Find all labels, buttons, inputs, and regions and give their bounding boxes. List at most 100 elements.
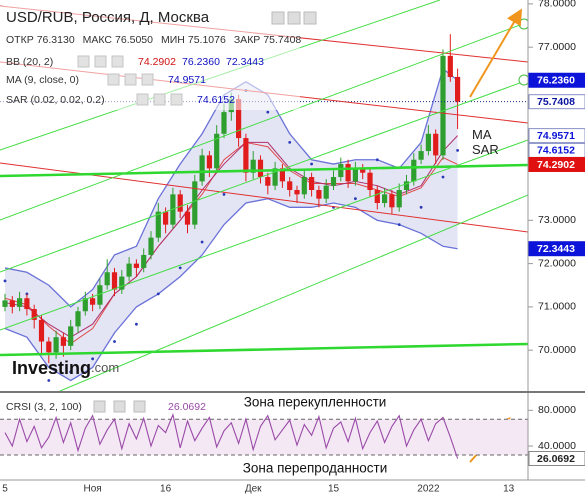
candle-body <box>345 164 351 182</box>
trend-line <box>0 21 528 221</box>
candle-body <box>309 177 315 191</box>
candle-body <box>389 194 395 208</box>
y-tick-label: 71.0000 <box>538 301 576 313</box>
x-tick-label: 2022 <box>417 484 440 495</box>
ohlc-row: ОТКР 76.3130 МАКС 76.5050 МИН 75.1076 ЗАКР 75.7… <box>6 34 301 46</box>
candle-body <box>250 159 256 173</box>
annotation: SAR <box>472 142 499 157</box>
candle-body <box>294 190 300 195</box>
settings-icon <box>303 11 317 25</box>
candle-body <box>17 298 23 307</box>
candle-body <box>221 112 227 134</box>
sar-dot <box>91 357 94 361</box>
sar-dot <box>135 322 138 326</box>
annotation: MA <box>472 127 492 142</box>
candle-body <box>53 337 59 353</box>
sar-dot <box>456 149 459 152</box>
candle-body <box>133 263 139 268</box>
candle-body <box>301 177 307 195</box>
indicator-value: 74.2902 <box>138 56 176 68</box>
indicator-value: 76.2360 <box>182 56 220 68</box>
price-marker-label: 72.3443 <box>537 243 575 255</box>
candle-body <box>68 326 74 346</box>
band-fill <box>5 68 458 381</box>
candle-body <box>382 194 388 204</box>
watermark: Investing.com <box>12 358 119 378</box>
ohlc-label: ЗАКР <box>234 34 260 46</box>
y-tick-label: 73.0000 <box>538 214 576 226</box>
sar-dot <box>200 240 204 244</box>
settings-icon <box>136 93 149 106</box>
sar-dot <box>47 379 51 382</box>
candle-body <box>265 177 271 186</box>
sar-dot <box>3 279 7 283</box>
candle-body <box>418 151 424 160</box>
price-marker-label: 74.2902 <box>537 159 575 171</box>
candle-body <box>177 194 183 212</box>
value-marker-label: 26.0692 <box>537 453 575 465</box>
ohlc-label: МАКС <box>83 34 113 46</box>
candle-body <box>2 300 8 307</box>
candle-body <box>367 172 373 191</box>
candle-body <box>257 159 264 178</box>
arrow <box>469 8 523 98</box>
zone-label: Зона перепроданности <box>243 461 388 476</box>
candle-body <box>316 190 322 199</box>
candle-body <box>104 272 110 286</box>
indicator-name: MA (9, close, 0) <box>6 74 79 86</box>
price-marker-label: 74.6152 <box>537 145 575 157</box>
candle-body <box>447 55 453 78</box>
indicator-name: BB (20, 2) <box>6 56 53 68</box>
candle-body <box>396 190 402 208</box>
x-tick-label: Ноя <box>83 484 101 495</box>
ohlc-value: 76.5050 <box>115 34 153 46</box>
settings-icon <box>107 73 120 86</box>
settings-icon <box>153 93 166 106</box>
candle-body <box>279 168 285 182</box>
settings-icon <box>77 55 90 68</box>
price-marker <box>528 94 585 110</box>
x-tick-label: Дек <box>245 484 262 495</box>
candle-body <box>119 276 125 290</box>
candle-body <box>82 298 88 312</box>
sar-dot <box>69 370 73 374</box>
settings-icon <box>141 73 154 86</box>
candle-body <box>163 211 169 225</box>
y-tick-label: 40.0000 <box>538 440 576 452</box>
y-tick-label: 80.0000 <box>538 404 576 416</box>
candle-body <box>126 263 132 277</box>
sar-dot <box>354 197 357 201</box>
trend-line <box>59 194 528 391</box>
main-plot <box>0 34 528 382</box>
candle-body <box>374 190 380 204</box>
candle-body <box>148 237 154 255</box>
trend-handle <box>518 74 528 86</box>
sar-dot <box>310 162 313 166</box>
candle-body <box>206 155 212 169</box>
candle-body <box>214 133 220 169</box>
price-marker <box>528 128 585 144</box>
candle-body <box>440 55 446 156</box>
y-tick-label: 77.0000 <box>538 41 576 53</box>
candle-body <box>323 185 329 199</box>
candle-body <box>425 133 431 152</box>
sar-dot <box>441 175 445 179</box>
header-bg <box>0 6 300 110</box>
trend-line <box>0 79 528 273</box>
price-marker <box>528 156 585 172</box>
indicator-value: 74.9571 <box>168 74 206 86</box>
candle-body <box>46 341 52 353</box>
ohlc-label: МИН <box>161 34 185 46</box>
x-tick-label: 16 <box>160 484 172 495</box>
settings-icon <box>124 73 137 86</box>
indicator-name: SAR (0.02, 0.02, 0.2) <box>6 94 105 106</box>
candle-body <box>403 181 410 191</box>
settings-icon <box>287 11 301 25</box>
settings-icon <box>133 400 146 413</box>
indicator-value: 74.6152 <box>197 94 235 106</box>
sar-dot <box>288 141 292 144</box>
candle-body <box>111 272 118 290</box>
watermark-brand: Investing <box>12 358 91 378</box>
